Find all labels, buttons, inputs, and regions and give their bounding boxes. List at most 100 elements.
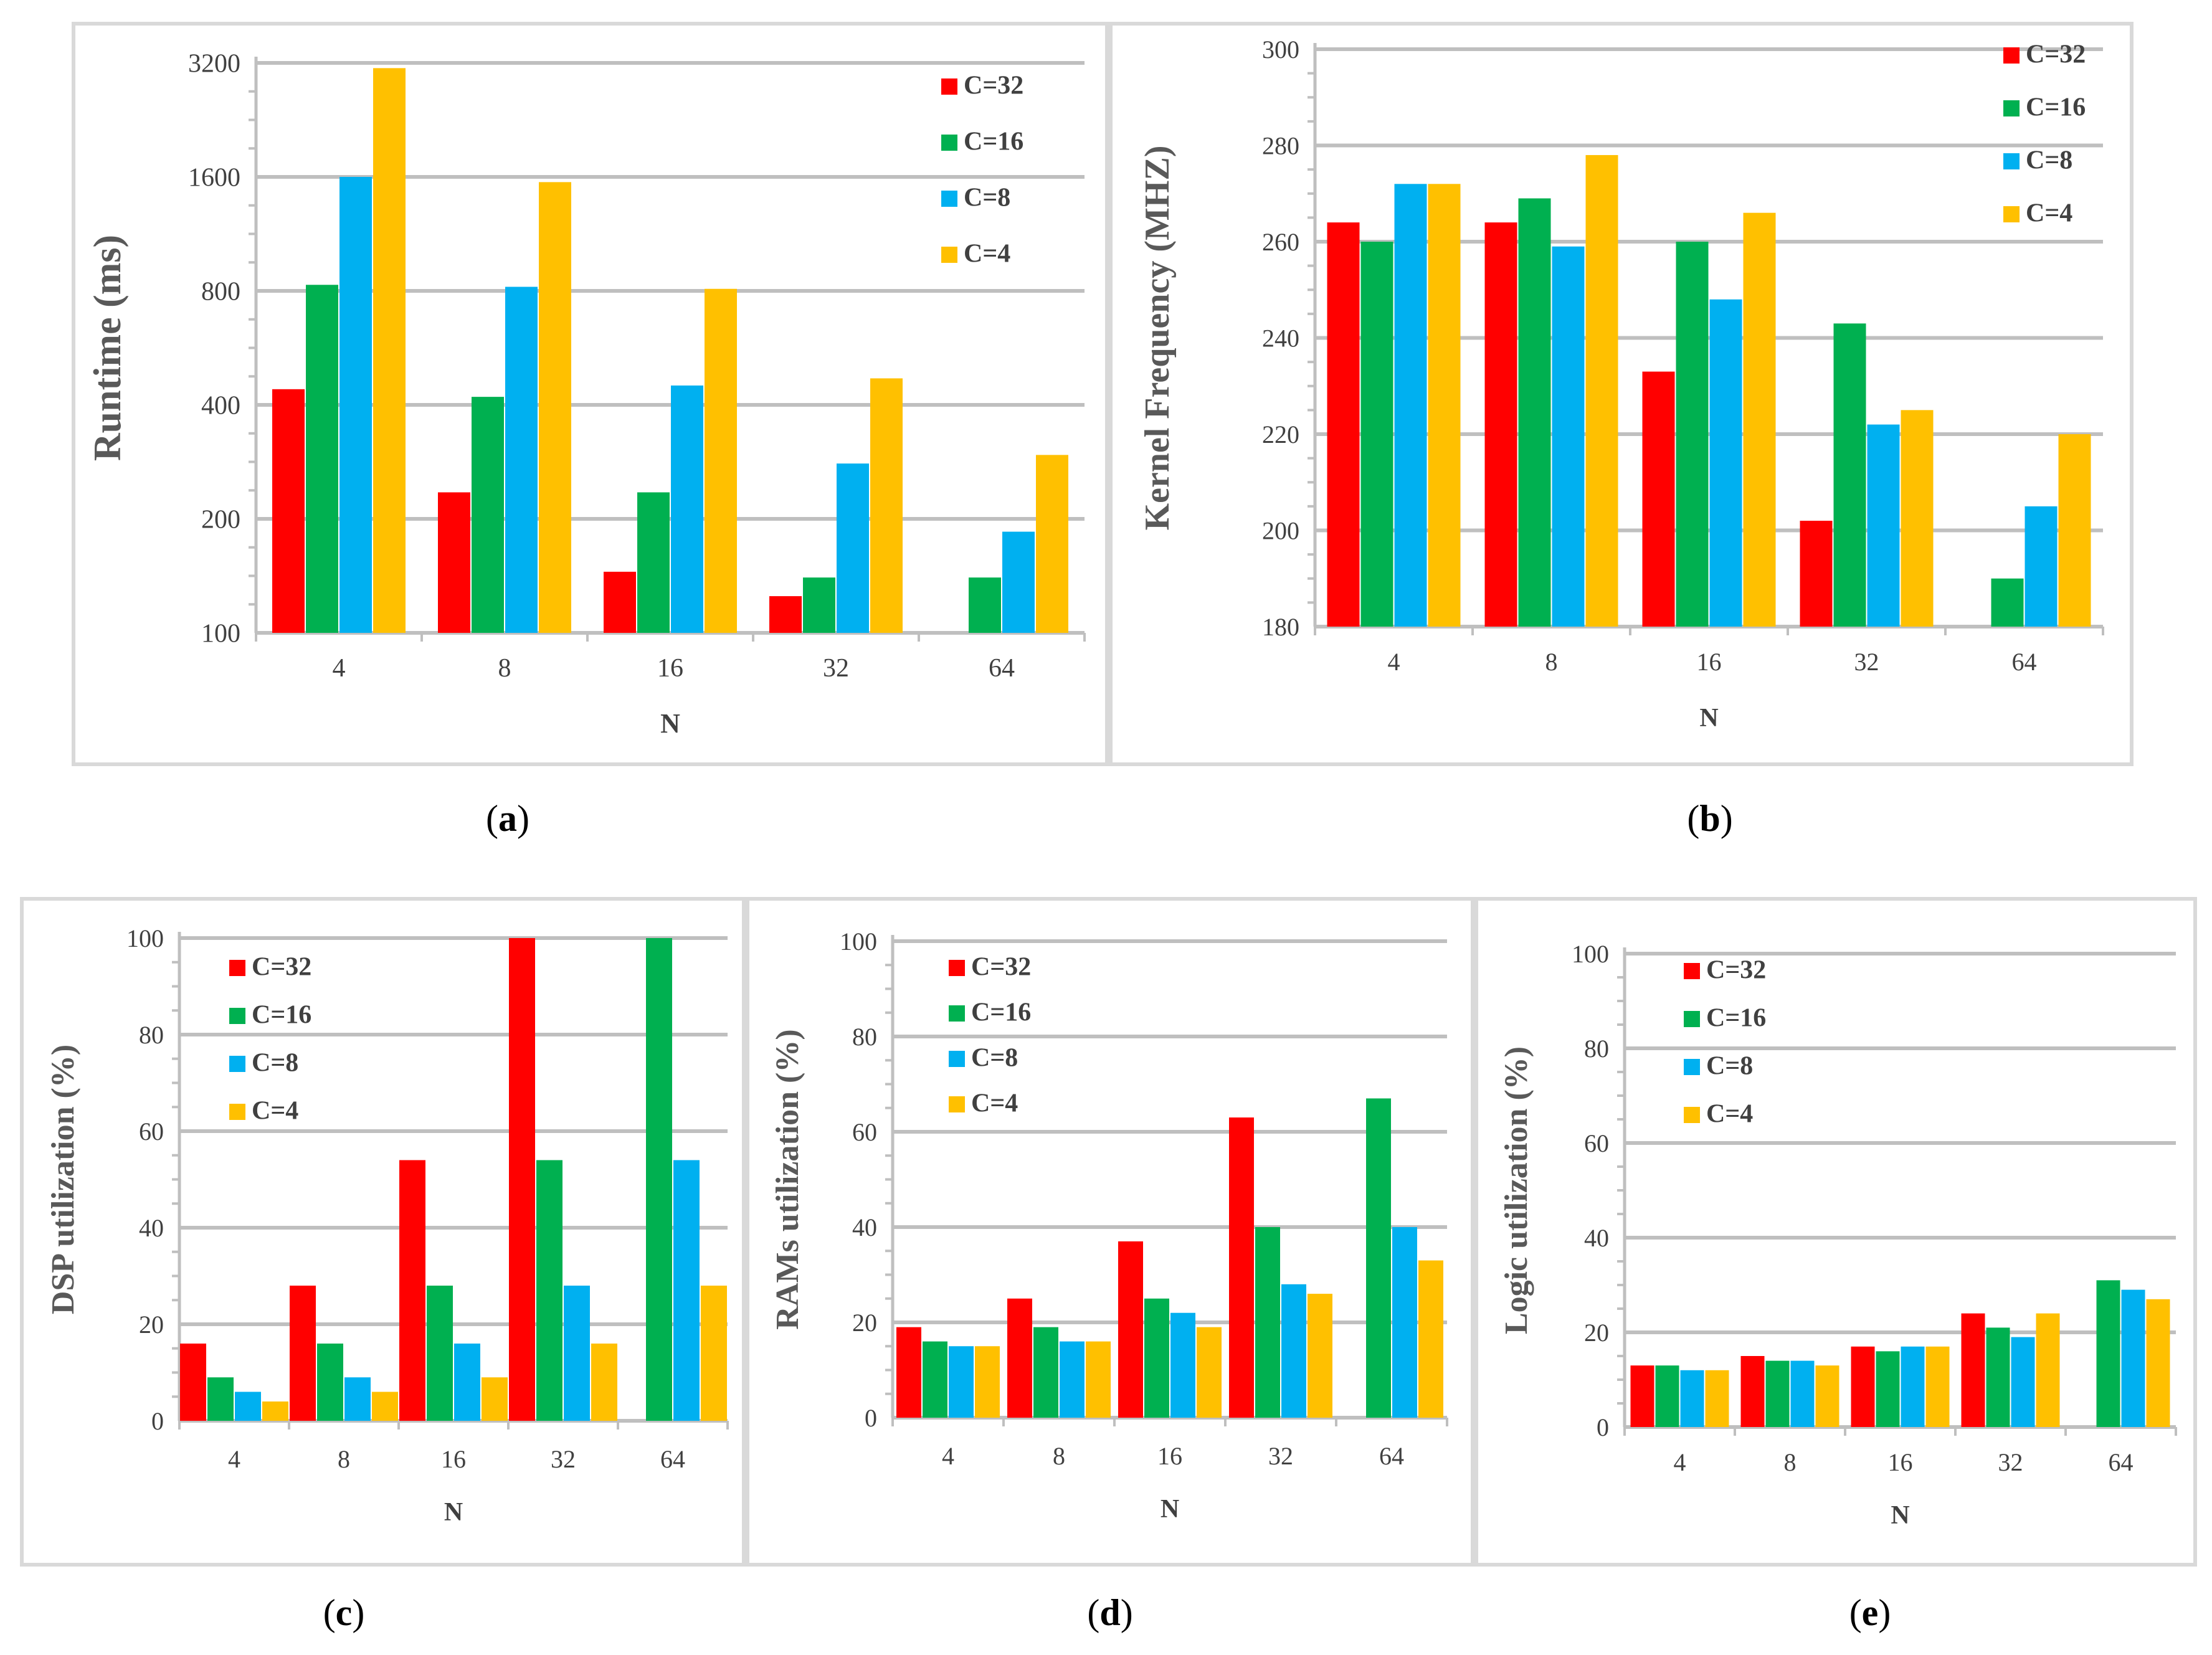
y-axis-label: RAMs utilization (%) <box>770 1029 805 1329</box>
bar-c4-n4 <box>373 68 406 633</box>
bar-c16-n16 <box>427 1286 453 1421</box>
bar-c8-n4 <box>1680 1370 1704 1427</box>
x-tick-label: 8 <box>1784 1448 1797 1476</box>
bar-c8-n4 <box>339 177 372 633</box>
y-tick-label: 0 <box>865 1404 877 1432</box>
bar-c16-n4 <box>1655 1365 1679 1427</box>
bar-c16-n64 <box>1991 578 2024 627</box>
legend-swatch <box>1684 1011 1700 1027</box>
y-tick-label: 40 <box>139 1214 164 1242</box>
bar-c32-n8 <box>438 492 470 633</box>
bar-c32-n16 <box>399 1160 425 1421</box>
bar-c32-n4 <box>272 389 305 633</box>
bar-c16-n64 <box>1366 1098 1391 1418</box>
bar-c4-n64 <box>701 1286 727 1421</box>
bar-c32-n8 <box>1484 222 1517 627</box>
bar-c4-n8 <box>539 182 571 633</box>
bar-c4-n8 <box>1086 1341 1111 1418</box>
x-tick-label: 16 <box>1697 648 1722 676</box>
x-axis-label: N <box>1699 704 1718 733</box>
x-tick-label: 64 <box>660 1445 685 1473</box>
bar-c4-n8 <box>1815 1365 1839 1427</box>
bar-c16-n64 <box>2096 1280 2120 1427</box>
y-axis-label: DSP utilization (%) <box>45 1045 81 1314</box>
bar-c8-n16 <box>1170 1312 1195 1418</box>
bar-c16-n16 <box>1676 242 1709 627</box>
legend-swatch <box>941 247 957 263</box>
bar-c32-n32 <box>769 596 802 633</box>
legend-label: C=4 <box>971 1089 1018 1118</box>
caption-c: (c) <box>323 1592 365 1633</box>
y-tick-label: 100 <box>1572 940 1609 968</box>
y-tick-label: 1600 <box>188 164 240 192</box>
y-tick-label: 80 <box>139 1021 164 1049</box>
bar-c16-n8 <box>317 1344 343 1421</box>
bar-c4-n64 <box>1418 1260 1443 1418</box>
x-tick-label: 8 <box>1545 648 1558 676</box>
x-tick-label: 4 <box>1674 1448 1686 1476</box>
legend-label: C=32 <box>1706 956 1766 985</box>
legend-swatch <box>949 960 965 976</box>
y-tick-label: 200 <box>201 506 240 534</box>
bar-c8-n4 <box>235 1392 261 1421</box>
caption-e: (e) <box>1849 1592 1891 1633</box>
panel-b: 180 200 220 240 260 280 300 4 8 16 32 64 N Kernel Fre… <box>1109 22 2134 766</box>
bar-c16-n4 <box>207 1377 234 1421</box>
y-tick-label: 240 <box>1262 325 1299 353</box>
bar-c8-n4 <box>949 1346 974 1418</box>
x-tick-label: 32 <box>823 654 849 683</box>
bar-c4-n64 <box>1036 455 1068 633</box>
legend-label: C=8 <box>1706 1052 1753 1081</box>
bar-c8-n4 <box>1394 184 1427 627</box>
y-tick-label: 20 <box>852 1309 877 1337</box>
legend-label: C=4 <box>1706 1100 1753 1129</box>
y-tick-label: 40 <box>852 1213 877 1241</box>
legend-label: C=32 <box>971 953 1031 982</box>
legend-label: C=32 <box>252 953 311 982</box>
legend-label: C=8 <box>964 184 1010 212</box>
x-tick-label: 64 <box>1379 1442 1404 1470</box>
x-tick-label: 16 <box>1157 1442 1182 1470</box>
bar-c8-n16 <box>454 1344 480 1421</box>
bar-c4-n4 <box>1428 184 1461 627</box>
y-tick-label: 60 <box>852 1118 877 1146</box>
legend-swatch <box>2003 100 2020 116</box>
x-axis-label: N <box>1161 1495 1179 1524</box>
legend-label: C=16 <box>964 128 1023 156</box>
y-tick-label: 80 <box>852 1023 877 1051</box>
x-tick-label: 32 <box>1268 1442 1293 1470</box>
legend-label: C=8 <box>971 1044 1018 1073</box>
bar-c4-n8 <box>372 1392 398 1421</box>
bar-c32-n32 <box>1800 521 1833 627</box>
legend-label: C=16 <box>971 998 1031 1027</box>
legend-swatch <box>1684 1059 1700 1075</box>
legend-swatch <box>2003 153 2020 169</box>
bar-c8-n16 <box>1901 1346 1925 1427</box>
y-axis-label: Runtime (ms) <box>87 235 129 461</box>
legend-swatch <box>2003 206 2020 222</box>
legend-label: C=16 <box>252 1001 311 1030</box>
x-tick-label: 4 <box>942 1442 954 1470</box>
bar-c8-n16 <box>1709 299 1742 627</box>
bar-c16-n32 <box>803 577 835 633</box>
legend-label: C=16 <box>2026 93 2086 122</box>
bar-c8-n8 <box>344 1377 371 1421</box>
x-tick-label: 8 <box>1053 1442 1065 1470</box>
bar-c4-n16 <box>482 1377 508 1421</box>
panel-c: 0 20 40 60 80 100 4 8 16 32 64 N DSP utilization (%)… <box>20 897 746 1567</box>
chart-rams-utilization: 0 20 40 60 80 100 4 8 16 32 64 N RAMs utilization (%… <box>770 927 1448 1524</box>
bar-c4-n32 <box>870 378 903 633</box>
bar-c16-n8 <box>1033 1327 1058 1418</box>
bar-c4-n32 <box>1308 1294 1332 1418</box>
chart-dsp-utilization: 0 20 40 60 80 100 4 8 16 32 64 N DSP utilization (%)… <box>45 924 729 1527</box>
bar-c4-n64 <box>2146 1299 2170 1427</box>
bar-c4-n4 <box>975 1346 1000 1418</box>
x-tick-label: 32 <box>1854 648 1879 676</box>
bar-c8-n64 <box>2025 506 2058 627</box>
y-tick-label: 60 <box>1584 1129 1609 1157</box>
y-tick-label: 60 <box>139 1117 164 1145</box>
bar-c16-n8 <box>1765 1360 1790 1427</box>
bar-c32-n16 <box>1851 1346 1875 1427</box>
legend-swatch <box>1684 963 1700 979</box>
y-tick-label: 80 <box>1584 1035 1609 1063</box>
